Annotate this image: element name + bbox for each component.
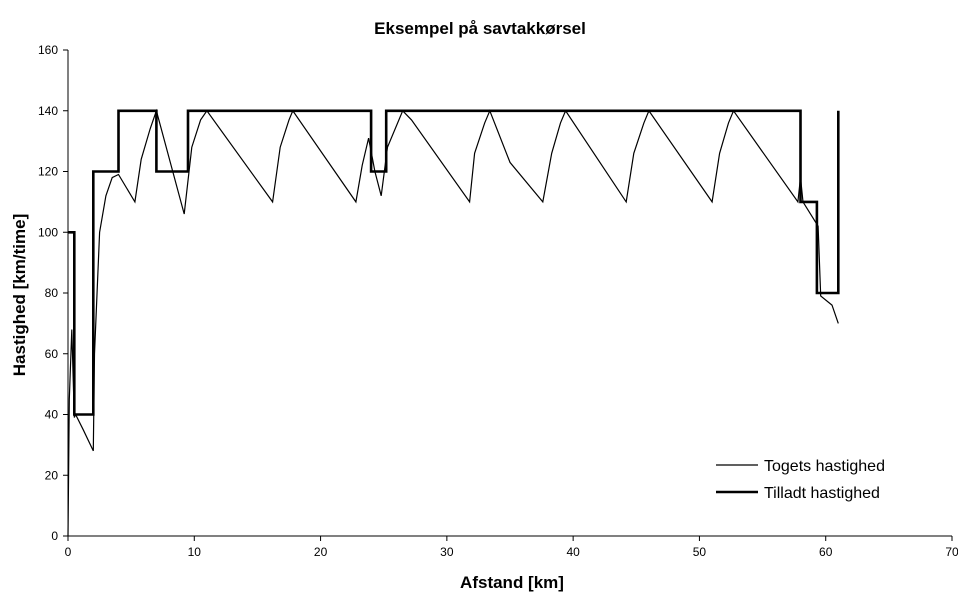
y-axis-title: Hastighed [km/time] [10,214,29,376]
y-tick-label: 100 [38,225,58,239]
y-tick-label: 80 [45,286,59,300]
x-axis-title: Afstand [km] [460,573,564,592]
y-tick-label: 60 [45,347,59,361]
legend-label: Tilladt hastighed [764,485,880,502]
y-tick-label: 20 [45,468,59,482]
chart-title: Eksempel på savtakkørsel [374,19,586,38]
series-line-tilladt-hastighed [68,109,840,416]
y-tick-label: 160 [38,43,58,57]
y-tick-label: 0 [51,529,58,543]
y-tick-label: 120 [38,165,58,179]
x-tick-label: 30 [440,545,454,559]
x-tick-label: 0 [65,545,72,559]
x-tick-label: 40 [566,545,580,559]
x-tick-label: 60 [819,545,833,559]
y-tick-label: 140 [38,104,58,118]
series-layer [67,108,840,537]
x-tick-label: 50 [693,545,707,559]
legend-label: Togets hastighed [764,458,885,475]
x-tick-label: 20 [314,545,328,559]
legend: Togets hastighed Tilladt hastighed [716,458,885,502]
x-tick-label: 10 [188,545,202,559]
y-tick-label: 40 [45,408,59,422]
axes: 0 20 40 60 80 100 120 140 160 0 10 20 30 40 50 60 70 [38,43,958,559]
x-tick-label: 70 [945,545,958,559]
series-line-togets-hastighed [67,108,839,537]
